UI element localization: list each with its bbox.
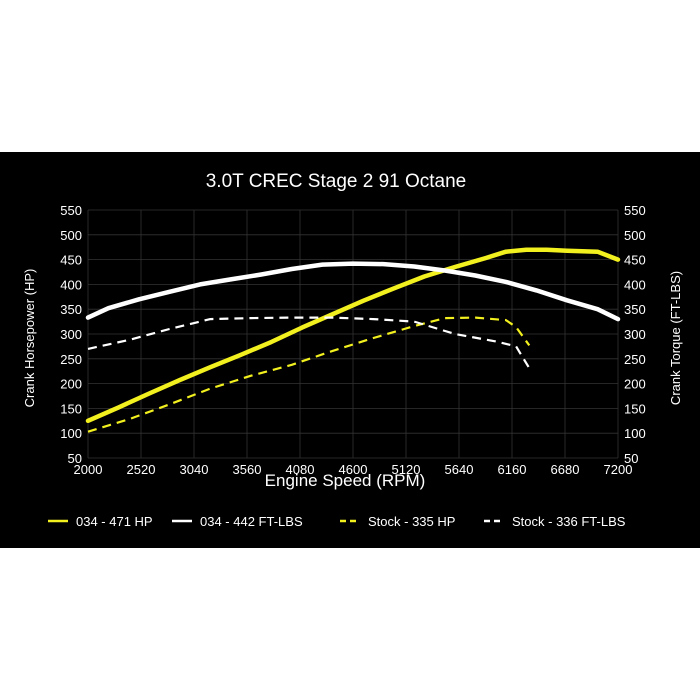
- grid: [87, 209, 619, 459]
- x-axis-ticks: 2000 2520 3040 3560 4080 4600 5120 5640 6160 6680…: [74, 462, 633, 477]
- x-tick-label: 3560: [233, 462, 262, 477]
- legend-label-4: Stock - 336 FT-LBS: [512, 514, 626, 529]
- right-tick-label: 50: [624, 451, 638, 466]
- x-tick-label: 7200: [604, 462, 633, 477]
- chart-title: 3.0T CREC Stage 2 91 Octane: [206, 171, 467, 192]
- x-tick-label: 3040: [180, 462, 209, 477]
- series-line-3: [87, 316, 531, 433]
- legend-label-2: 034 - 442 FT-LBS: [200, 514, 303, 529]
- right-tick-label: 150: [624, 401, 646, 416]
- left-tick-label: 500: [60, 228, 82, 243]
- right-tick-label: 250: [624, 352, 646, 367]
- right-tick-label: 350: [624, 302, 646, 317]
- left-tick-label: 400: [60, 277, 82, 292]
- x-tick-label: 2000: [74, 462, 103, 477]
- left-axis-title: Crank Horsepower (HP): [22, 269, 37, 408]
- right-tick-label: 550: [624, 203, 646, 218]
- x-tick-label: 2520: [127, 462, 156, 477]
- right-axis-title: Crank Torque (FT-LBS): [668, 271, 683, 405]
- left-tick-label: 200: [60, 377, 82, 392]
- x-tick-label: 4080: [286, 462, 315, 477]
- x-tick-label: 5120: [392, 462, 421, 477]
- left-tick-label: 150: [60, 401, 82, 416]
- x-tick-label: 5640: [445, 462, 474, 477]
- right-tick-label: 200: [624, 377, 646, 392]
- right-tick-label: 450: [624, 253, 646, 268]
- left-tick-label: 50: [68, 451, 82, 466]
- left-tick-label: 300: [60, 327, 82, 342]
- left-tick-label: 100: [60, 426, 82, 441]
- right-tick-label: 100: [624, 426, 646, 441]
- right-tick-label: 300: [624, 327, 646, 342]
- left-tick-label: 550: [60, 203, 82, 218]
- right-axis-ticks: 50 100 150 200 250 300 350 400 450 500 550: [624, 203, 646, 466]
- chart-panel: 3.0T CREC Stage 2 91 Octane 50 100 150 200 2…: [0, 152, 700, 548]
- series-lines: [85, 247, 621, 433]
- left-tick-label: 250: [60, 352, 82, 367]
- series-line-1: [85, 247, 621, 424]
- series-line-4: [87, 316, 531, 369]
- x-axis-title: Engine Speed (RPM): [265, 471, 426, 490]
- x-tick-label: 6680: [551, 462, 580, 477]
- x-tick-label: 4600: [339, 462, 368, 477]
- series-line-2: [85, 261, 621, 322]
- legend-label-1: 034 - 471 HP: [76, 514, 153, 529]
- left-tick-label: 350: [60, 302, 82, 317]
- legend: 034 - 471 HP 034 - 442 FT-LBS Stock - 335 …: [48, 514, 626, 529]
- right-tick-label: 400: [624, 277, 646, 292]
- left-axis-ticks: 50 100 150 200 250 300 350 400 450 500 550: [60, 203, 82, 466]
- legend-label-3: Stock - 335 HP: [368, 514, 455, 529]
- right-tick-label: 500: [624, 228, 646, 243]
- x-tick-label: 6160: [498, 462, 527, 477]
- dyno-chart: 3.0T CREC Stage 2 91 Octane 50 100 150 200 2…: [22, 171, 683, 529]
- left-tick-label: 450: [60, 253, 82, 268]
